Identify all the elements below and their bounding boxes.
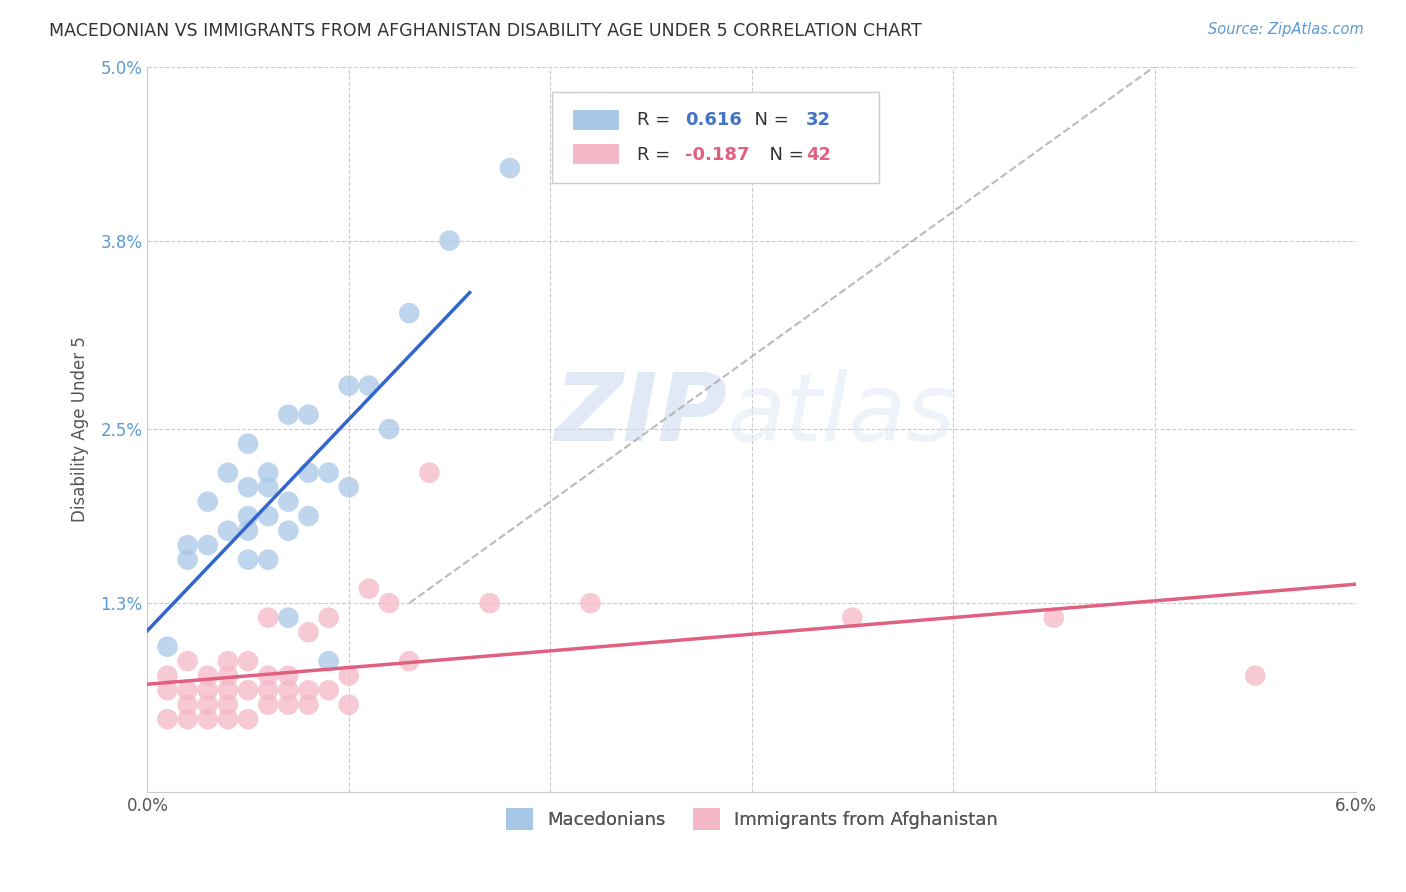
Point [318,466,340,480]
Point [277,683,299,698]
Point [398,306,420,320]
Point [277,668,299,682]
Point [337,698,360,712]
Point [418,466,440,480]
Text: 0.616: 0.616 [685,112,742,129]
Text: ZIP: ZIP [554,368,727,460]
Point [257,698,280,712]
Point [197,668,219,682]
Point [236,654,259,668]
Point [156,683,179,698]
Point [357,582,380,596]
Text: N =: N = [758,146,810,164]
Point [176,683,198,698]
Y-axis label: Disability Age Under 5: Disability Age Under 5 [72,336,89,522]
Text: R =: R = [637,146,676,164]
Point [398,654,420,668]
Point [236,436,259,450]
Point [297,509,319,524]
Point [318,610,340,624]
Point [297,683,319,698]
Point [217,524,239,538]
Legend: Macedonians, Immigrants from Afghanistan: Macedonians, Immigrants from Afghanistan [498,801,1005,837]
Point [217,668,239,682]
Point [197,712,219,726]
Point [1043,610,1066,624]
Point [1244,668,1267,682]
Text: -0.187: -0.187 [685,146,749,164]
Point [197,683,219,698]
Point [318,654,340,668]
Point [297,698,319,712]
Point [236,552,259,566]
Point [337,378,360,392]
Point [257,610,280,624]
Point [378,596,401,610]
Point [499,161,522,175]
Text: Source: ZipAtlas.com: Source: ZipAtlas.com [1208,22,1364,37]
Point [197,538,219,552]
Point [257,509,280,524]
Point [297,625,319,640]
Point [378,422,401,436]
Point [277,408,299,422]
Bar [572,110,619,130]
Point [176,698,198,712]
Point [217,466,239,480]
Point [156,668,179,682]
Point [217,683,239,698]
Point [197,494,219,508]
Point [217,698,239,712]
Point [217,712,239,726]
Point [579,596,602,610]
Point [257,480,280,494]
Point [156,640,179,654]
Point [236,480,259,494]
Point [277,524,299,538]
Point [478,596,501,610]
Point [357,378,380,392]
Point [176,654,198,668]
Text: R =: R = [637,112,676,129]
Point [217,654,239,668]
Point [236,524,259,538]
Point [176,552,198,566]
Point [197,698,219,712]
Point [156,712,179,726]
Text: atlas: atlas [727,369,956,460]
Text: 32: 32 [806,112,831,129]
Point [257,466,280,480]
Point [337,668,360,682]
Point [337,480,360,494]
Text: 42: 42 [806,146,831,164]
Point [439,234,461,248]
Point [297,466,319,480]
Point [236,712,259,726]
Point [176,538,198,552]
Point [236,683,259,698]
Point [257,668,280,682]
Bar [572,145,619,164]
Point [277,494,299,508]
Point [236,509,259,524]
Point [297,408,319,422]
Point [257,683,280,698]
Point [176,712,198,726]
Point [257,552,280,566]
Point [277,698,299,712]
Point [841,610,863,624]
Text: MACEDONIAN VS IMMIGRANTS FROM AFGHANISTAN DISABILITY AGE UNDER 5 CORRELATION CHA: MACEDONIAN VS IMMIGRANTS FROM AFGHANISTA… [49,22,922,40]
Point [318,683,340,698]
FancyBboxPatch shape [553,92,879,183]
Text: N =: N = [744,112,794,129]
Point [277,610,299,624]
